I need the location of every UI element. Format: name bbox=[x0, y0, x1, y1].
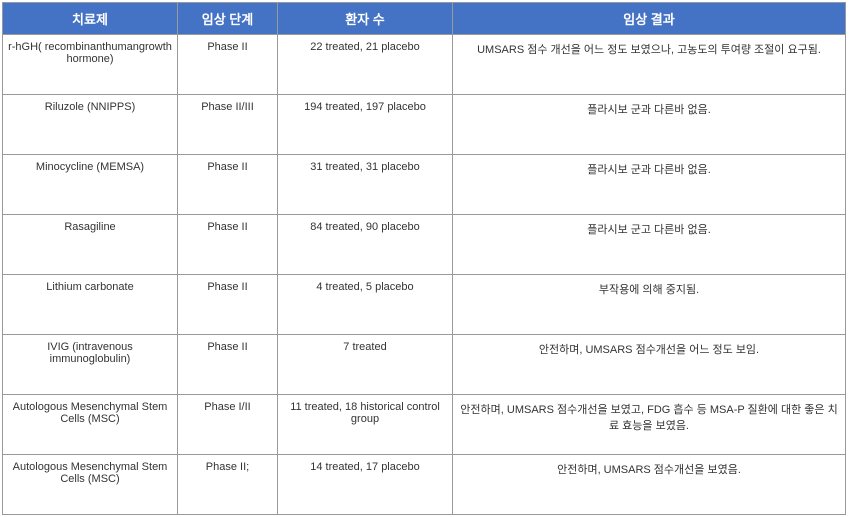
table-row: IVIG (intravenous immunoglobulin) Phase … bbox=[3, 335, 846, 395]
cell-result: 안전하며, UMSARS 점수개선을 보였음. bbox=[453, 455, 846, 515]
col-header-patients: 환자 수 bbox=[278, 3, 453, 35]
cell-therapy: Minocycline (MEMSA) bbox=[3, 155, 178, 215]
cell-therapy: Lithium carbonate bbox=[3, 275, 178, 335]
cell-phase: Phase II bbox=[178, 155, 278, 215]
cell-phase: Phase II/III bbox=[178, 95, 278, 155]
cell-therapy: Rasagiline bbox=[3, 215, 178, 275]
table-row: Autologous Mesenchymal Stem Cells (MSC) … bbox=[3, 455, 846, 515]
table-row: Lithium carbonate Phase II 4 treated, 5 … bbox=[3, 275, 846, 335]
table-row: Minocycline (MEMSA) Phase II 31 treated,… bbox=[3, 155, 846, 215]
table-row: Riluzole (NNIPPS) Phase II/III 194 treat… bbox=[3, 95, 846, 155]
cell-patients: 84 treated, 90 placebo bbox=[278, 215, 453, 275]
table-row: r-hGH( recombinanthumangrowth hormone) P… bbox=[3, 35, 846, 95]
table-row: Rasagiline Phase II 84 treated, 90 place… bbox=[3, 215, 846, 275]
cell-result: 부작용에 의해 중지됨. bbox=[453, 275, 846, 335]
cell-patients: 4 treated, 5 placebo bbox=[278, 275, 453, 335]
cell-result: 플라시보 군고 다른바 없음. bbox=[453, 215, 846, 275]
cell-phase: Phase II bbox=[178, 335, 278, 395]
cell-patients: 14 treated, 17 placebo bbox=[278, 455, 453, 515]
cell-result: 안전하며, UMSARS 점수개선을 어느 정도 보임. bbox=[453, 335, 846, 395]
cell-therapy: Autologous Mesenchymal Stem Cells (MSC) bbox=[3, 395, 178, 455]
col-header-therapy: 치료제 bbox=[3, 3, 178, 35]
cell-phase: Phase II bbox=[178, 215, 278, 275]
clinical-trials-table: 치료제 임상 단계 환자 수 임상 결과 r-hGH( recombinanth… bbox=[2, 2, 846, 515]
col-header-result: 임상 결과 bbox=[453, 3, 846, 35]
cell-phase: Phase II bbox=[178, 275, 278, 335]
cell-therapy: IVIG (intravenous immunoglobulin) bbox=[3, 335, 178, 395]
table-header: 치료제 임상 단계 환자 수 임상 결과 bbox=[3, 3, 846, 35]
cell-result: 플라시보 군과 다른바 없음. bbox=[453, 95, 846, 155]
cell-phase: Phase II bbox=[178, 35, 278, 95]
cell-therapy: r-hGH( recombinanthumangrowth hormone) bbox=[3, 35, 178, 95]
col-header-phase: 임상 단계 bbox=[178, 3, 278, 35]
cell-patients: 11 treated, 18 historical control group bbox=[278, 395, 453, 455]
cell-phase: Phase II; bbox=[178, 455, 278, 515]
cell-patients: 22 treated, 21 placebo bbox=[278, 35, 453, 95]
cell-result: UMSARS 점수 개선을 어느 정도 보였으나, 고농도의 투여량 조절이 요… bbox=[453, 35, 846, 95]
cell-result: 안전하며, UMSARS 점수개선을 보였고, FDG 흡수 등 MSA-P 질… bbox=[453, 395, 846, 455]
cell-patients: 7 treated bbox=[278, 335, 453, 395]
cell-phase: Phase I/II bbox=[178, 395, 278, 455]
cell-therapy: Autologous Mesenchymal Stem Cells (MSC) bbox=[3, 455, 178, 515]
table-row: Autologous Mesenchymal Stem Cells (MSC) … bbox=[3, 395, 846, 455]
cell-patients: 31 treated, 31 placebo bbox=[278, 155, 453, 215]
cell-therapy: Riluzole (NNIPPS) bbox=[3, 95, 178, 155]
cell-patients: 194 treated, 197 placebo bbox=[278, 95, 453, 155]
table-body: r-hGH( recombinanthumangrowth hormone) P… bbox=[3, 35, 846, 515]
cell-result: 플라시보 군과 다른바 없음. bbox=[453, 155, 846, 215]
